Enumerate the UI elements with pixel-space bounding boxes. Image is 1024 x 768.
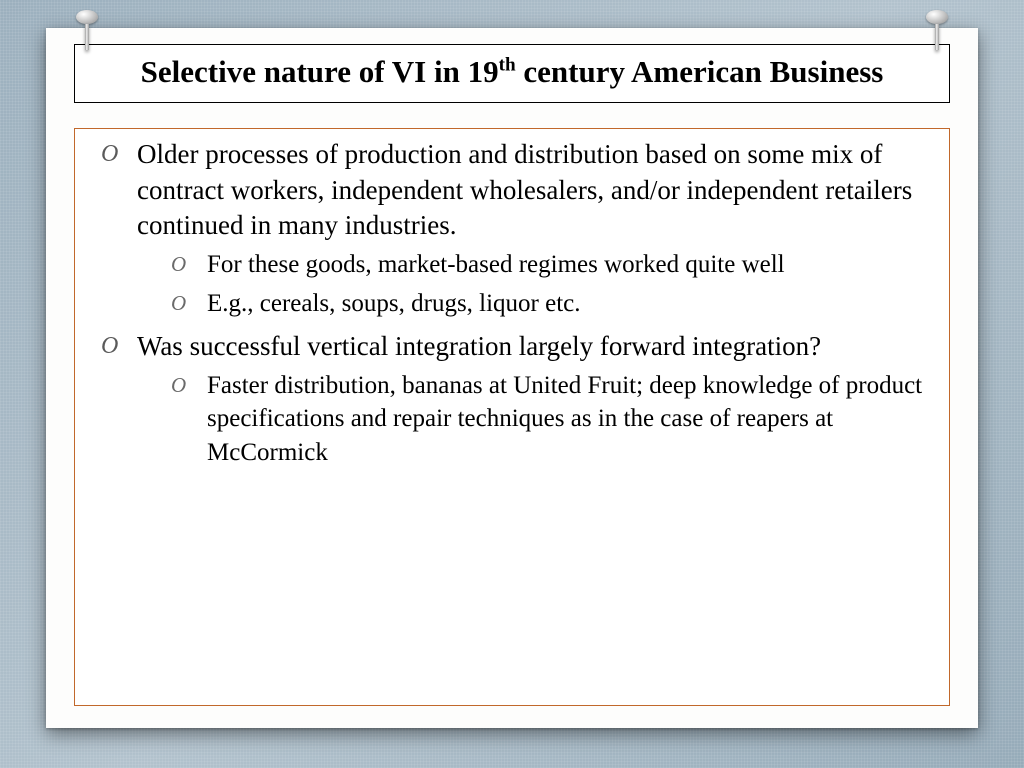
sub-bullet-text: E.g., cereals, soups, drugs, liquor etc. xyxy=(207,290,581,317)
bullet-text: Older processes of production and distri… xyxy=(137,139,912,240)
sub-bullet-list: Faster distribution, bananas at United F… xyxy=(137,369,927,470)
bullet-list: Older processes of production and distri… xyxy=(97,137,927,469)
sub-bullet-list: For these goods, market-based regimes wo… xyxy=(137,248,927,321)
body-box: Older processes of production and distri… xyxy=(74,128,950,706)
sub-bullet-item: For these goods, market-based regimes wo… xyxy=(165,248,927,282)
slide-card: Selective nature of VI in 19th century A… xyxy=(46,28,978,728)
slide-title: Selective nature of VI in 19th century A… xyxy=(95,53,929,92)
sub-bullet-text: Faster distribution, bananas at United F… xyxy=(207,372,922,466)
bullet-item: Was successful vertical integration larg… xyxy=(97,329,927,469)
sub-bullet-item: Faster distribution, bananas at United F… xyxy=(165,369,927,470)
bullet-item: Older processes of production and distri… xyxy=(97,137,927,321)
title-box: Selective nature of VI in 19th century A… xyxy=(74,44,950,103)
bullet-text: Was successful vertical integration larg… xyxy=(137,331,821,361)
pushpin-right-icon xyxy=(926,10,948,50)
sub-bullet-text: For these goods, market-based regimes wo… xyxy=(207,251,785,278)
pushpin-left-icon xyxy=(76,10,98,50)
sub-bullet-item: E.g., cereals, soups, drugs, liquor etc. xyxy=(165,287,927,321)
